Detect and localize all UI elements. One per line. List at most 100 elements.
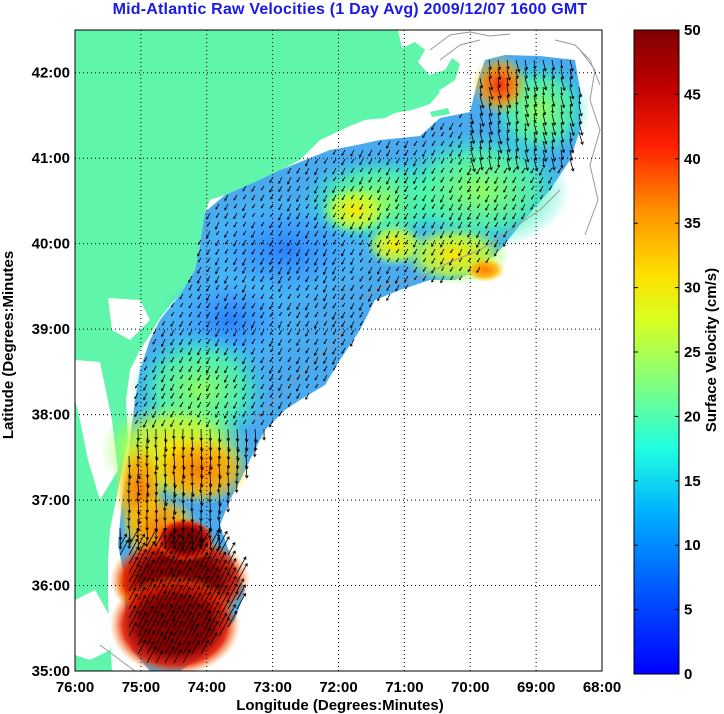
velocity-arrow (395, 221, 400, 227)
velocity-arrow (314, 338, 319, 346)
velocity-arrow (252, 419, 256, 425)
velocity-arrow (449, 194, 454, 201)
velocity-arrow (440, 221, 445, 230)
velocity-arrow (173, 609, 184, 628)
velocity-arrow (260, 356, 265, 364)
velocity-arrow (314, 311, 319, 318)
velocity-arrow (515, 86, 519, 97)
velocity-arrow (404, 158, 409, 166)
velocity-arrow (242, 338, 247, 347)
velocity-arrow (539, 167, 544, 176)
velocity-arrow (521, 203, 526, 211)
velocity-arrow (209, 609, 220, 628)
velocity-arrow (449, 185, 454, 194)
velocity-arrow (227, 558, 237, 574)
velocity-arrow (225, 221, 229, 227)
velocity-arrow (278, 230, 283, 237)
velocity-arrow (269, 248, 274, 256)
velocity-arrow (314, 284, 319, 291)
velocity-arrow (260, 347, 265, 354)
velocity-arrow (377, 203, 382, 211)
velocity-arrow (252, 446, 257, 458)
velocity-arrow (315, 365, 319, 371)
velocity-arrow (182, 626, 194, 646)
velocity-arrow (404, 212, 409, 220)
velocity-arrow (208, 482, 213, 496)
velocity-arrow (359, 194, 364, 201)
velocity-arrow (315, 329, 319, 335)
velocity-arrow (522, 176, 526, 182)
velocity-arrow (278, 275, 283, 284)
velocity-arrow (314, 248, 319, 256)
velocity-arrow (287, 248, 292, 255)
velocity-arrow (242, 248, 247, 255)
velocity-arrow (269, 338, 274, 347)
velocity-arrow (488, 131, 493, 144)
velocity-arrow (359, 149, 364, 158)
velocity-arrow (200, 627, 211, 646)
velocity-arrow (350, 149, 355, 157)
velocity-arrow (224, 203, 229, 211)
velocity-arrow (515, 68, 519, 80)
velocity-arrow (479, 113, 485, 127)
velocity-arrow (191, 632, 199, 646)
velocity-arrow (467, 203, 472, 211)
velocity-arrow (128, 610, 139, 628)
velocity-arrow (324, 203, 328, 209)
velocity-arrow (441, 149, 445, 154)
velocity-arrow (269, 365, 274, 374)
velocity-arrow (506, 95, 512, 109)
velocity-arrow (497, 104, 502, 116)
velocity-arrow (569, 158, 575, 172)
velocity-arrow (395, 194, 400, 203)
velocity-arrow (395, 185, 400, 194)
velocity-arrow (188, 347, 193, 356)
velocity-arrow (244, 428, 249, 443)
velocity-arrow (333, 158, 337, 164)
velocity-arrow (226, 455, 231, 470)
longitude-tick-label: 68:00 (583, 679, 621, 696)
velocity-arrow (197, 266, 202, 274)
bathymetry-contour (429, 31, 511, 61)
velocity-arrow (332, 230, 337, 237)
velocity-arrow (378, 140, 382, 146)
velocity-arrow (215, 293, 220, 299)
velocity-arrow (181, 437, 186, 451)
velocity-arrow (143, 410, 148, 417)
velocity-arrow (350, 320, 355, 329)
velocity-arrow (208, 536, 213, 551)
velocity-arrow (145, 527, 150, 541)
velocity-arrow (287, 275, 292, 281)
velocity-arrow (359, 176, 364, 185)
velocity-arrow (488, 140, 492, 151)
velocity-arrow (261, 212, 265, 218)
velocity-arrow (314, 356, 319, 365)
velocity-arrow (288, 338, 292, 344)
velocity-arrow (260, 266, 265, 274)
velocity-arrow (314, 221, 319, 229)
velocity-arrow (350, 176, 355, 183)
velocity-arrow (200, 555, 211, 574)
velocity-arrow (521, 185, 526, 192)
velocity-arrow (209, 574, 220, 592)
velocity-arrow (323, 347, 328, 356)
velocity-arrow (404, 266, 409, 273)
velocity-arrow (332, 338, 337, 345)
velocity-arrow (431, 194, 436, 203)
velocity-arrow (549, 167, 553, 173)
latitude-tick-label: 41:00 (32, 150, 70, 167)
velocity-arrow (218, 559, 227, 574)
velocity-arrow (513, 167, 517, 173)
bathymetry-contour (99, 644, 136, 671)
velocity-arrow (497, 77, 501, 89)
velocity-arrow (224, 383, 229, 389)
velocity-arrow (188, 320, 193, 326)
velocity-arrow (188, 311, 193, 318)
velocity-arrow (413, 221, 418, 229)
velocity-arrow (152, 365, 157, 373)
velocity-arrow (164, 646, 175, 664)
velocity-arrow (431, 275, 436, 283)
land-mass (75, 30, 440, 671)
velocity-arrow (261, 230, 265, 236)
velocity-arrow (236, 592, 246, 610)
